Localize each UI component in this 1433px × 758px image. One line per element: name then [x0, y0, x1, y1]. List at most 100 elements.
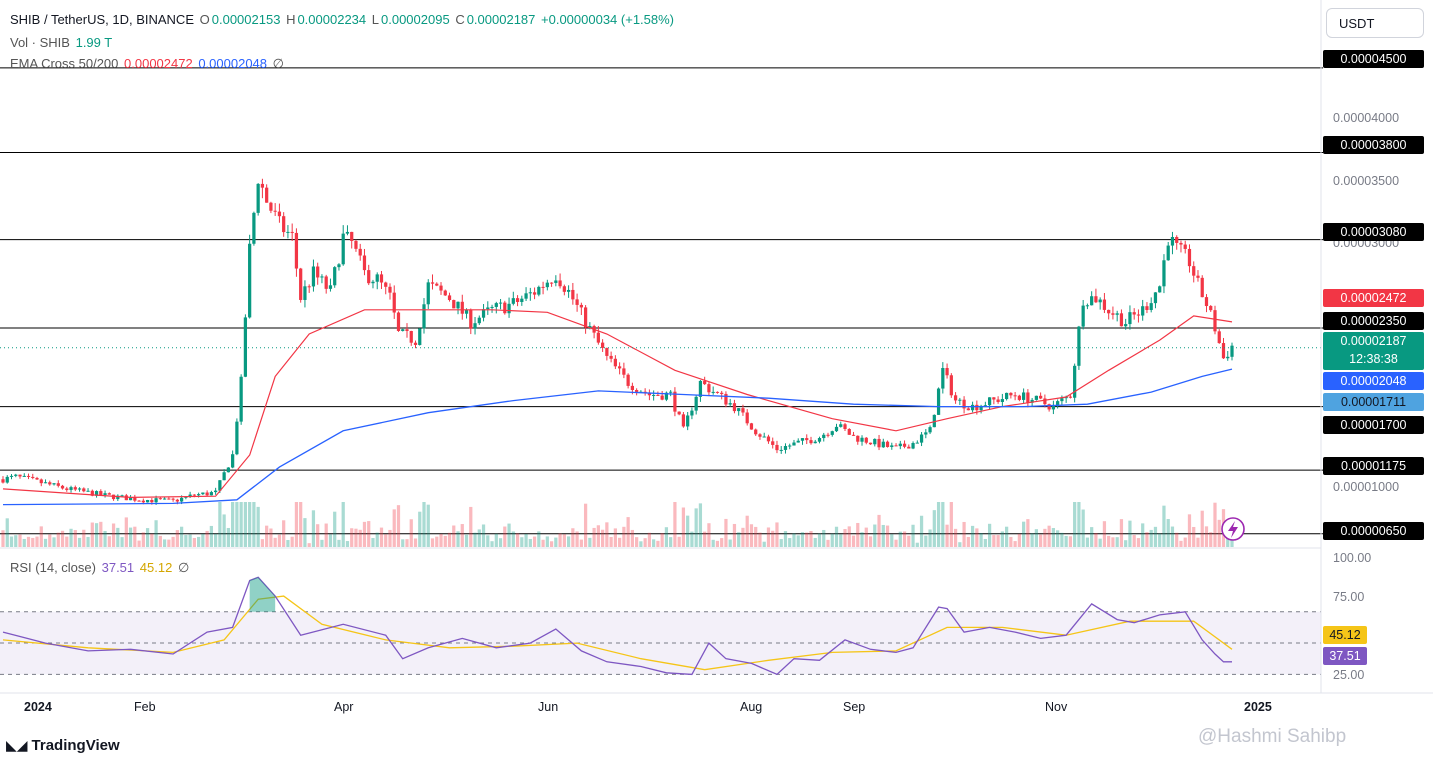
volume-bar — [452, 525, 456, 547]
candle-body — [145, 499, 150, 503]
volume-bar — [82, 529, 86, 547]
volume-bar — [396, 505, 401, 547]
volume-bar — [864, 527, 868, 547]
candle-body — [788, 445, 792, 447]
candle-body — [39, 479, 43, 484]
candle-body — [1102, 299, 1107, 310]
candle-body — [337, 264, 341, 268]
candle-body — [652, 394, 656, 396]
candle-body — [94, 491, 99, 496]
volume-bar — [669, 537, 673, 547]
tradingview-logo[interactable]: ◣◢ TradingView — [6, 737, 120, 754]
ema-label[interactable]: EMA Cross 50/200 — [10, 56, 119, 71]
x-tick: 2024 — [24, 700, 52, 714]
candle-body — [1043, 398, 1047, 405]
volume-bar — [515, 533, 520, 547]
symbol-title[interactable]: SHIB / TetherUS, 1D, BINANCE — [10, 12, 194, 27]
volume-bar — [150, 533, 154, 547]
candle-body — [873, 438, 877, 445]
candle-body — [239, 376, 243, 422]
ema-settings-icon[interactable]: ∅ — [272, 56, 284, 71]
candle-body — [779, 449, 783, 451]
currency-button[interactable]: USDT — [1326, 8, 1424, 38]
rsi-overbought-fill — [249, 577, 276, 612]
volume-bar — [1030, 533, 1034, 547]
candle-body — [609, 355, 613, 359]
volume-bar — [18, 534, 22, 547]
volume-bar — [158, 535, 162, 547]
candle-body — [826, 434, 830, 436]
volume-bar — [107, 536, 111, 547]
volume-bar — [1043, 528, 1047, 547]
candle-body — [894, 445, 898, 447]
volume-bar — [958, 542, 962, 547]
volume-bar — [1136, 538, 1141, 547]
candle-body — [1068, 396, 1073, 398]
support-resistance-lines — [0, 67, 1323, 535]
candle-body — [443, 290, 447, 296]
candle-body — [1094, 296, 1098, 303]
volume-bar — [749, 524, 754, 547]
volume-bar — [745, 515, 749, 547]
volume-bar — [928, 529, 932, 547]
volume-bar — [711, 539, 715, 547]
volume-bar — [953, 528, 958, 547]
candle-body — [265, 187, 269, 203]
volume-bar — [35, 536, 39, 547]
candle-body — [303, 286, 307, 300]
candle-body — [52, 483, 56, 485]
volume-bar — [575, 531, 579, 547]
volume-bar — [839, 534, 843, 547]
rsi-label[interactable]: RSI (14, close) — [10, 560, 96, 575]
volume-bar — [192, 537, 196, 547]
candle-body — [256, 183, 260, 213]
level-label-3800: 0.00003800 — [1323, 136, 1424, 154]
volume-bar — [817, 533, 822, 547]
volume-bar — [1068, 536, 1073, 547]
volume-bar — [103, 530, 107, 547]
candle-body — [375, 274, 379, 282]
y-tick: 0.00003500 — [1333, 174, 1400, 188]
volume-bar — [881, 524, 885, 547]
candle-body — [494, 303, 498, 307]
volume-bar — [120, 537, 124, 547]
volume-bar — [1192, 526, 1196, 547]
volume-label[interactable]: Vol · SHIB — [10, 35, 70, 50]
candle-body — [932, 414, 936, 428]
candle-body — [698, 380, 703, 397]
volume-bar — [1179, 540, 1183, 547]
lightning-icon[interactable] — [1221, 517, 1245, 541]
candle-body — [447, 295, 452, 301]
volume-bar — [1111, 537, 1115, 547]
volume-bar — [269, 528, 273, 547]
candle-body — [898, 443, 902, 447]
candle-body — [1200, 277, 1204, 298]
candle-body — [1022, 392, 1026, 400]
x-tick: Nov — [1045, 700, 1068, 714]
volume-bar — [375, 532, 379, 547]
candle-body — [864, 437, 868, 443]
candle-body — [1209, 306, 1213, 311]
volume-bar — [409, 519, 413, 547]
candle-body — [1115, 313, 1119, 315]
volume-bar — [494, 533, 498, 547]
candle-body — [1145, 306, 1149, 310]
candle-body — [800, 438, 805, 441]
candle-body — [1000, 399, 1004, 402]
volume-bar — [1013, 541, 1017, 547]
candle-body — [73, 487, 77, 490]
rsi-settings-icon[interactable]: ∅ — [177, 560, 190, 575]
rsi-y-tick: 25.00 — [1333, 668, 1365, 682]
volume-bar — [656, 540, 660, 547]
volume-bar — [703, 531, 707, 547]
volume-bar — [1102, 521, 1107, 547]
volume-bar — [639, 541, 643, 547]
candle-body — [1119, 313, 1124, 327]
candle-body — [150, 499, 154, 503]
volume-bar — [86, 536, 90, 547]
candle-body — [817, 438, 822, 442]
candle-body — [111, 494, 116, 500]
candle-body — [435, 283, 439, 286]
volume-bar — [231, 502, 235, 547]
